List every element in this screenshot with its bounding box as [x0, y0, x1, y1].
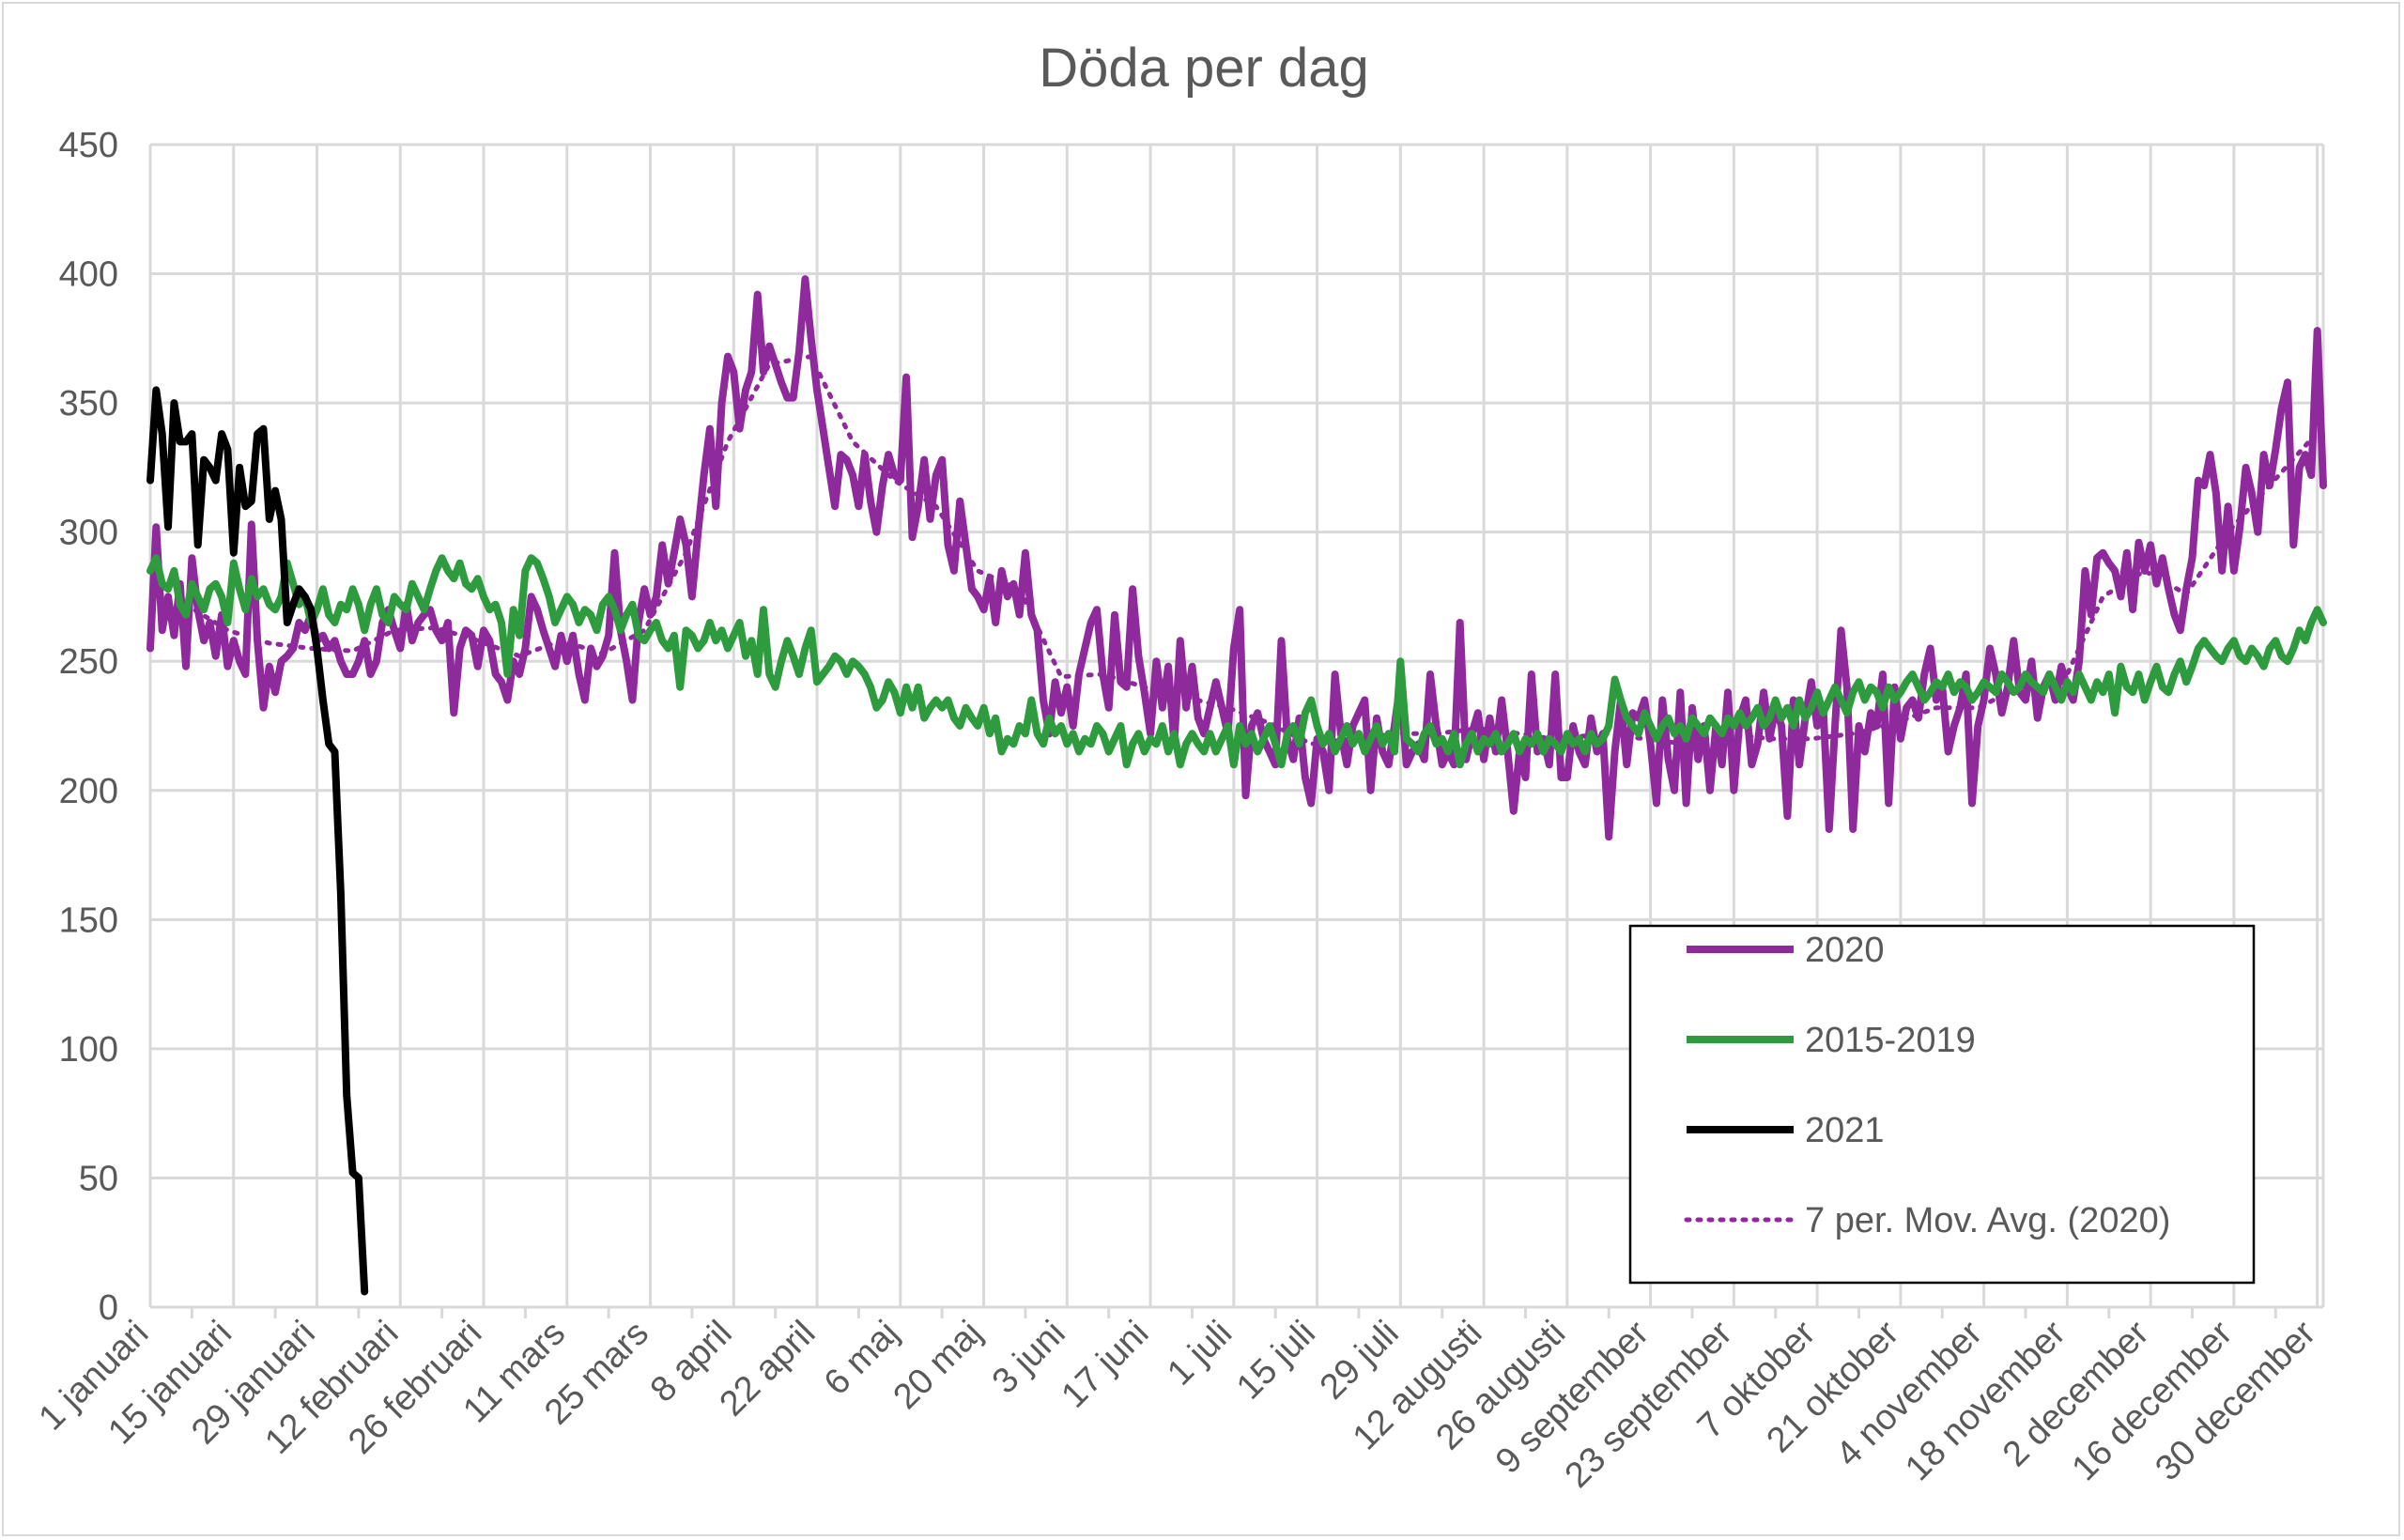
y-tick-label: 350 [59, 384, 118, 424]
legend: 2020 2015-2019 2021 7 per. Mov. Avg. (2020) [1628, 924, 2256, 1285]
y-tick-label: 200 [59, 772, 118, 811]
series-line-2021 [146, 386, 369, 1296]
legend-label: 2020 [1805, 931, 1885, 970]
legend-label: 2021 [1805, 1111, 1885, 1150]
chart-svg: Döda per dag 0 50 100 150 200 250 300 350 400 450… [32, 38, 2327, 1496]
y-tick-label: 100 [59, 1030, 118, 1070]
series-line-2015-2019 [146, 554, 2327, 769]
y-tick-label: 150 [59, 901, 118, 940]
data-series [146, 275, 2327, 1296]
y-tick-label: 450 [59, 126, 118, 165]
y-tick-label: 300 [59, 514, 118, 553]
legend-label: 2015-2019 [1805, 1021, 1976, 1060]
x-tick-label: 22 april [713, 1314, 824, 1424]
legend-box [1628, 924, 2256, 1285]
y-axis-tick-labels: 0 50 100 150 200 250 300 350 400 450 [59, 126, 118, 1328]
y-tick-label: 250 [59, 642, 118, 682]
x-tick-label: 15 juli [1229, 1314, 1323, 1408]
x-tick-label: 20 maj [886, 1314, 990, 1417]
y-tick-label: 50 [79, 1159, 118, 1198]
chart-title: Döda per dag [1039, 38, 1368, 99]
series-line-2020 [146, 275, 2327, 841]
y-tick-label: 400 [59, 255, 118, 295]
x-tick-label: 1 juli [1160, 1314, 1240, 1394]
x-tick-label: 17 juni [1055, 1314, 1157, 1416]
y-tick-label: 0 [99, 1288, 118, 1328]
legend-label: 7 per. Mov. Avg. (2020) [1805, 1201, 2170, 1240]
